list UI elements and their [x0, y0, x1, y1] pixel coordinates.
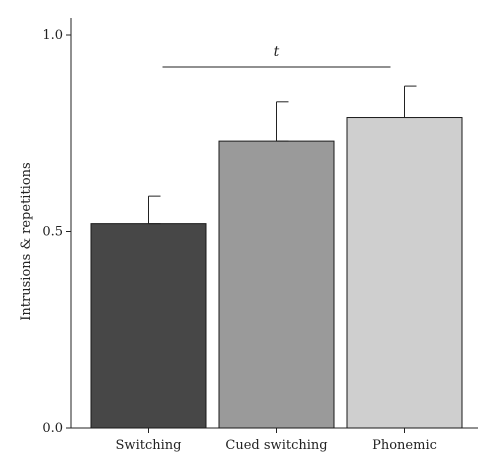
x-tick-label: Phonemic: [372, 438, 437, 453]
x-tick-labels: Switching Cued switching Phonemic: [116, 428, 437, 453]
bar-cued-switching: [218, 140, 335, 429]
bar-phonemic: [346, 117, 463, 429]
bars: [90, 117, 463, 429]
significance-label: t: [274, 44, 280, 60]
error-bars: [148, 85, 417, 225]
y-axis-label: Intrusions & repetitions: [19, 162, 34, 320]
y-tick-label: 0.5: [42, 225, 63, 240]
y-tick-label: 0.0: [42, 421, 63, 436]
bar-switching: [90, 223, 207, 429]
x-tick-label: Switching: [116, 438, 182, 453]
y-ticks: 0.0 0.5 1.0: [42, 28, 71, 436]
significance-annotation: t: [162, 44, 391, 68]
x-tick-label: Cued switching: [225, 438, 327, 453]
y-tick-label: 1.0: [42, 28, 63, 43]
